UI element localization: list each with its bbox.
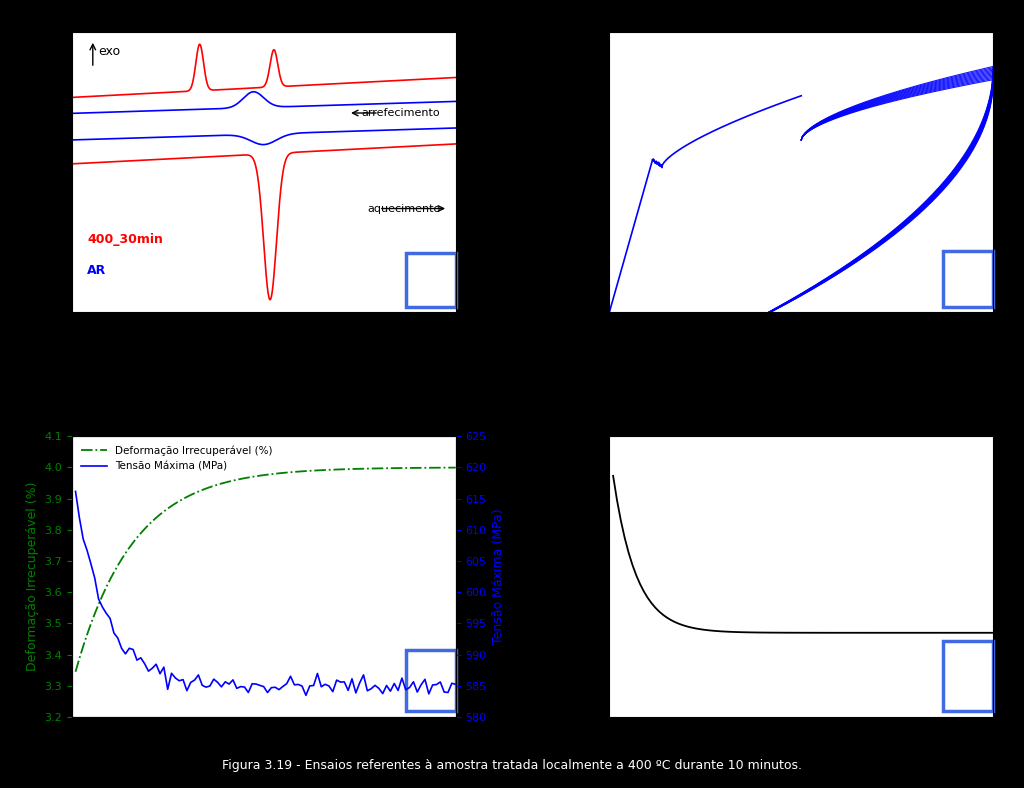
Bar: [406, 254, 456, 307]
Text: 400_30min: 400_30min: [87, 233, 163, 246]
Y-axis label: Energia absorvida/ciclo (MJ/m³): Energia absorvida/ciclo (MJ/m³): [567, 479, 580, 675]
X-axis label: Temperatura (ºC): Temperatura (ºC): [210, 338, 317, 351]
Text: arrefecimento: arrefecimento: [361, 108, 440, 118]
Y-axis label: Fluxo de calor (mW/mg): Fluxo de calor (mW/mg): [53, 97, 67, 247]
Text: AR: AR: [87, 264, 106, 277]
X-axis label: Número de ciclo: Número de ciclo: [213, 742, 314, 756]
X-axis label: Extensão (%): Extensão (%): [760, 338, 843, 351]
X-axis label: Número de ciclos: Número de ciclos: [748, 742, 855, 756]
Bar: [943, 251, 993, 307]
Legend: Deformação Irrecuperável (%), Tensão Máxima (MPa): Deformação Irrecuperável (%), Tensão Máx…: [77, 441, 278, 475]
Text: exo: exo: [98, 45, 121, 58]
Text: Figura 3.19 - Ensaios referentes à amostra tratada localmente a 400 ºC durante 1: Figura 3.19 - Ensaios referentes à amost…: [222, 760, 802, 772]
Y-axis label: Tensão Máxima (MPa): Tensão Máxima (MPa): [493, 509, 505, 645]
Text: aquecimento: aquecimento: [367, 203, 440, 214]
Y-axis label: Tensão (Mpa): Tensão (Mpa): [560, 130, 572, 214]
Bar: [943, 641, 993, 712]
Bar: [406, 649, 456, 712]
Y-axis label: Deformação Irrecuperável (%): Deformação Irrecuperável (%): [26, 481, 39, 671]
